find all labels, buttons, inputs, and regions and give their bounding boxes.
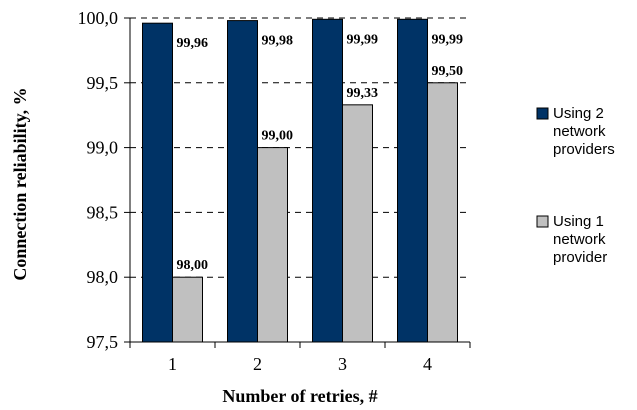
x-tick-label: 2 (253, 354, 262, 374)
data-label: 99,98 (262, 34, 294, 49)
data-label: 99,33 (347, 86, 379, 101)
legend-label-line: providers (553, 141, 615, 158)
legend-label-line: Using 1 (553, 213, 604, 230)
bar-series-2 (172, 276, 203, 343)
bar-series-1 (312, 18, 343, 343)
x-tick-label: 3 (338, 354, 347, 374)
y-tick-label: 98,0 (87, 267, 119, 287)
data-label: 99,50 (432, 64, 464, 79)
data-labels: 99,96 98,00 99,98 99,00 99,99 99,33 99,99 99,50 (177, 32, 464, 273)
legend-label-line: network (553, 123, 606, 140)
data-label: 99,00 (262, 129, 294, 144)
bar-series-2 (427, 82, 458, 343)
y-tick-label: 100,0 (78, 8, 119, 28)
bar-series-2 (257, 147, 288, 343)
bar-series-1 (142, 22, 173, 343)
legend-label-line: provider (553, 249, 607, 266)
data-label: 98,00 (177, 258, 209, 273)
legend-swatch-series-2 (536, 215, 549, 228)
y-tick-label: 99,0 (87, 138, 119, 158)
data-label: 99,96 (177, 36, 209, 51)
bar-series-2 (342, 104, 373, 343)
legend-swatch-series-1 (536, 107, 549, 120)
axes (124, 17, 471, 348)
bars (142, 18, 458, 343)
data-label: 99,99 (432, 32, 464, 47)
bar-series-1 (227, 20, 258, 343)
x-axis-title: Number of retries, # (222, 386, 377, 406)
legend-label-line: Using 2 (553, 105, 604, 122)
y-tick-label: 97,5 (87, 332, 119, 352)
tick-labels: 97,5 98,0 98,5 99,0 99,5 100,0 1 2 3 4 (78, 8, 433, 374)
bar-series-1 (397, 18, 428, 343)
x-tick-label: 4 (423, 354, 432, 374)
y-tick-label: 99,5 (87, 73, 119, 93)
data-label: 99,99 (347, 32, 379, 47)
x-tick-label: 1 (168, 354, 177, 374)
legend-label-line: network (553, 231, 606, 248)
y-tick-label: 98,5 (87, 202, 119, 222)
y-axis-title: Connection reliability, % (10, 87, 30, 280)
